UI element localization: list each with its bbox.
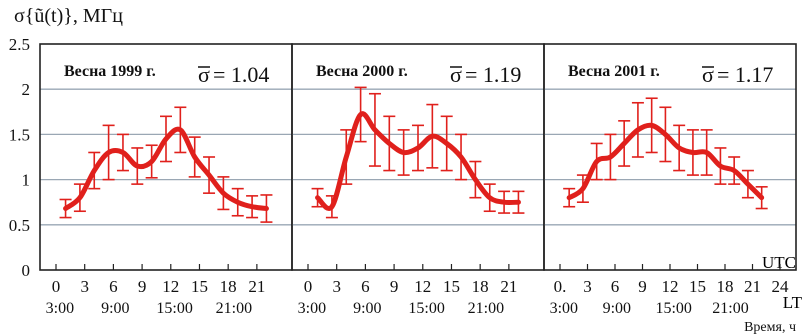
sigma-symbol: σ <box>702 62 714 87</box>
lt-tick-label: 3:00 <box>550 300 578 317</box>
x-tick-label: 15 <box>443 277 460 296</box>
x-tick-label: 0. <box>554 277 567 296</box>
lt-tick-label: 15:00 <box>156 300 192 317</box>
sigma-value: = 1.17 <box>717 62 773 87</box>
sigma-symbol: σ <box>450 62 462 87</box>
lt-tick-label: 3:00 <box>46 300 74 317</box>
sigma-value: = 1.19 <box>465 62 521 87</box>
lt-tick-label: 15:00 <box>655 300 691 317</box>
sigma-value: = 1.04 <box>213 62 269 87</box>
series-line <box>566 122 765 201</box>
x-tick-label: 0 <box>52 277 61 296</box>
panel-2: 0 3 6 9 12 15 18 21 3:00 9:00 15:00 21:00 Весна 2000… <box>291 43 545 317</box>
lt-tick-label: 21:00 <box>712 300 748 317</box>
lt-tick-label: 9:00 <box>101 300 129 317</box>
x-tick-label: 6 <box>109 277 118 296</box>
y-tick-label: 2.5 <box>9 35 30 54</box>
x-tick-label: 6 <box>361 277 370 296</box>
utc-label: UTC <box>762 253 796 272</box>
x-tick-label: 12 <box>414 277 431 296</box>
sigma-symbol: σ <box>198 62 210 87</box>
x-tick-label: 6 <box>611 277 620 296</box>
x-tick-label: 3 <box>583 277 592 296</box>
panel-title: Весна 1999 г. <box>64 63 156 80</box>
x-tick-label: 18 <box>717 277 734 296</box>
series-line <box>63 126 269 212</box>
x-tick-label: 15 <box>191 277 208 296</box>
y-tick-label: 1 <box>22 171 31 190</box>
x-tick-label: 24 <box>772 277 790 296</box>
y-tick-label: 1.5 <box>9 125 30 144</box>
x-tick-label: 21 <box>500 277 517 296</box>
x-tick-label: 9 <box>138 277 147 296</box>
x-tick-label: 12 <box>662 277 679 296</box>
x-tick-label: 3 <box>332 277 341 296</box>
panel-1: 0 3 6 9 12 15 18 21 3:00 9:00 15:00 21:00 Весна 1999… <box>39 43 293 317</box>
lt-tick-label: 9:00 <box>353 300 381 317</box>
series-line <box>315 111 521 211</box>
x-tick-label: 18 <box>220 277 237 296</box>
x-tick-label: 15 <box>689 277 706 296</box>
lt-tick-label: 15:00 <box>408 300 444 317</box>
y-tick-label: 0 <box>22 261 31 280</box>
panel-3: 0. 3 6 9 12 15 18 21 24 3:00 9:00 15:00 21:00 Весна 2… <box>543 43 797 317</box>
y-tick-label: 2 <box>22 80 31 99</box>
x-tick-label: 12 <box>162 277 179 296</box>
x-tick-label: 9 <box>638 277 647 296</box>
lt-tick-label: 21:00 <box>468 300 504 317</box>
lt-tick-label: 9:00 <box>603 300 631 317</box>
panels-group: 00.511.522.50 3 6 9 12 15 18 213:00 9:00 15:00 21:… <box>9 35 797 317</box>
y-axis-label: σ{ũ(t)}, МГц <box>14 5 123 27</box>
panel-title: Весна 2000 г. <box>316 63 408 80</box>
lt-tick-label: 21:00 <box>216 300 252 317</box>
panel-title: Весна 2001 г. <box>568 63 660 80</box>
lt-tick-label: 3:00 <box>298 300 326 317</box>
lt-label: LT <box>783 293 803 312</box>
y-tick-label: 0.5 <box>9 216 30 235</box>
x-tick-label: 18 <box>472 277 489 296</box>
x-axis-label: Время, ч <box>744 320 796 335</box>
x-tick-label: 0 <box>304 277 313 296</box>
x-tick-label: 21 <box>744 277 761 296</box>
x-tick-label: 21 <box>248 277 265 296</box>
x-tick-label: 9 <box>390 277 399 296</box>
x-tick-label: 3 <box>80 277 89 296</box>
